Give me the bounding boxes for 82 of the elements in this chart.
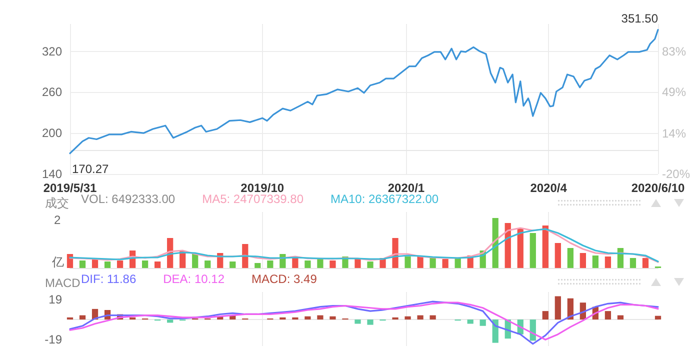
bar	[304, 260, 311, 268]
bar	[330, 316, 336, 320]
x-tick-label: 2020/6/10	[631, 181, 686, 195]
bar	[630, 258, 636, 268]
bar	[417, 256, 424, 268]
text: DEA: 10.12	[163, 272, 225, 286]
text: MACD: 3.49	[252, 272, 318, 286]
bar	[367, 262, 374, 268]
x-tick-label: 2020/1	[388, 181, 425, 195]
bar	[480, 320, 486, 326]
x-tick-label: 2019/5/31	[43, 181, 98, 195]
bar	[304, 316, 311, 320]
bar	[567, 248, 574, 268]
bar	[354, 320, 361, 324]
bar	[230, 262, 236, 268]
bar	[430, 315, 436, 320]
y-tick-label: -19	[44, 332, 62, 347]
text: DIF: 11.86	[81, 272, 136, 286]
bar	[542, 226, 548, 268]
line-series	[69, 28, 659, 154]
bar	[66, 317, 74, 320]
bar	[167, 320, 174, 323]
text: 2	[54, 213, 61, 227]
text: VOL: 6492333.00	[81, 192, 176, 206]
bar	[554, 296, 561, 320]
bar	[204, 260, 211, 268]
bar	[417, 315, 424, 320]
x-tick-label: 2020/4	[530, 181, 568, 195]
bar	[604, 256, 612, 268]
bar	[642, 258, 649, 268]
y2-tick-label: -20%	[662, 167, 690, 181]
bar	[554, 243, 561, 268]
y-tick-label: 200	[42, 126, 62, 140]
text: MA10: 26367322.00	[330, 192, 439, 206]
bar	[467, 320, 474, 324]
y-tick-label: 260	[42, 85, 62, 100]
bar	[454, 258, 461, 268]
y-axis-title: 亿	[51, 255, 64, 269]
bar	[442, 259, 448, 268]
chart-title: MACD	[45, 276, 81, 290]
bar	[154, 262, 161, 268]
bar	[330, 260, 336, 268]
bar	[116, 260, 124, 268]
y2-tick-label: 83%	[662, 44, 686, 58]
bar	[280, 317, 286, 320]
bar	[79, 260, 86, 268]
bar	[492, 320, 498, 343]
bar	[254, 263, 261, 268]
bar	[604, 311, 612, 320]
x-tick-label: 2019/10	[240, 181, 284, 195]
y2-tick-label: 14%	[662, 126, 686, 140]
bar	[267, 260, 274, 268]
y2-tick-label: 49%	[662, 84, 686, 99]
bar	[392, 317, 398, 320]
bar	[530, 233, 536, 268]
bar	[142, 260, 148, 268]
bar	[517, 228, 524, 268]
bar	[542, 311, 548, 320]
bar	[404, 256, 411, 268]
y-tick-label: 19	[48, 292, 62, 306]
bar	[192, 254, 198, 268]
bar	[504, 223, 511, 268]
annotation: 170.27	[72, 162, 110, 176]
bar	[492, 218, 498, 268]
bar	[617, 315, 624, 320]
bar	[367, 320, 374, 325]
bar	[317, 315, 324, 320]
y-tick-label: 140	[42, 167, 62, 181]
bar	[354, 259, 361, 268]
bar	[79, 315, 86, 320]
annotation: 351.50	[621, 11, 658, 26]
y-tick-label: 320	[42, 44, 62, 58]
bar	[292, 317, 298, 320]
bar	[104, 262, 111, 268]
bar	[430, 258, 436, 268]
bar	[129, 317, 136, 320]
bar	[592, 256, 599, 268]
bar	[580, 253, 586, 268]
bar	[654, 316, 662, 320]
bar	[404, 316, 411, 320]
text: MA5: 24707339.80	[202, 192, 304, 206]
chart-title: 成交	[45, 196, 69, 210]
